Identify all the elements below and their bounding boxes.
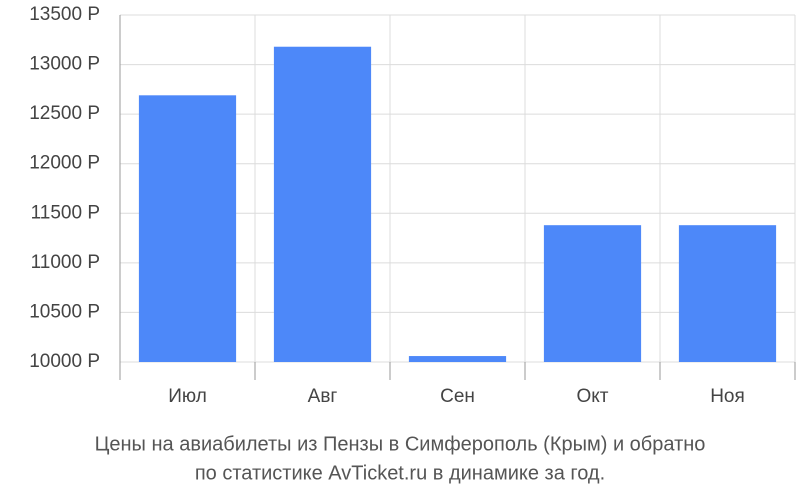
bar bbox=[273, 46, 372, 363]
y-tick-label: 11500 Р bbox=[31, 202, 100, 223]
chart-title: по статистике AvTicket.ru в динамике за … bbox=[195, 462, 605, 484]
chart-title: Цены на авиабилеты из Пензы в Симферопол… bbox=[95, 433, 706, 455]
x-tick-label: Сен bbox=[440, 386, 475, 407]
x-tick-label: Окт bbox=[576, 386, 608, 407]
bar bbox=[408, 356, 507, 362]
bar bbox=[678, 225, 777, 362]
bar bbox=[138, 95, 237, 362]
bar bbox=[543, 225, 642, 362]
y-tick-label: 13000 Р bbox=[29, 54, 100, 75]
y-tick-label: 10500 Р bbox=[29, 301, 100, 322]
x-tick-label: Ноя bbox=[710, 386, 745, 407]
x-tick-label: Июл bbox=[168, 386, 207, 407]
y-tick-label: 10000 Р bbox=[29, 351, 100, 372]
x-tick-label: Авг bbox=[308, 386, 338, 407]
y-tick-label: 11000 Р bbox=[31, 252, 100, 273]
y-tick-label: 13500 Р bbox=[29, 4, 100, 25]
y-tick-label: 12500 Р bbox=[29, 103, 100, 124]
y-tick-label: 12000 Р bbox=[29, 153, 100, 174]
